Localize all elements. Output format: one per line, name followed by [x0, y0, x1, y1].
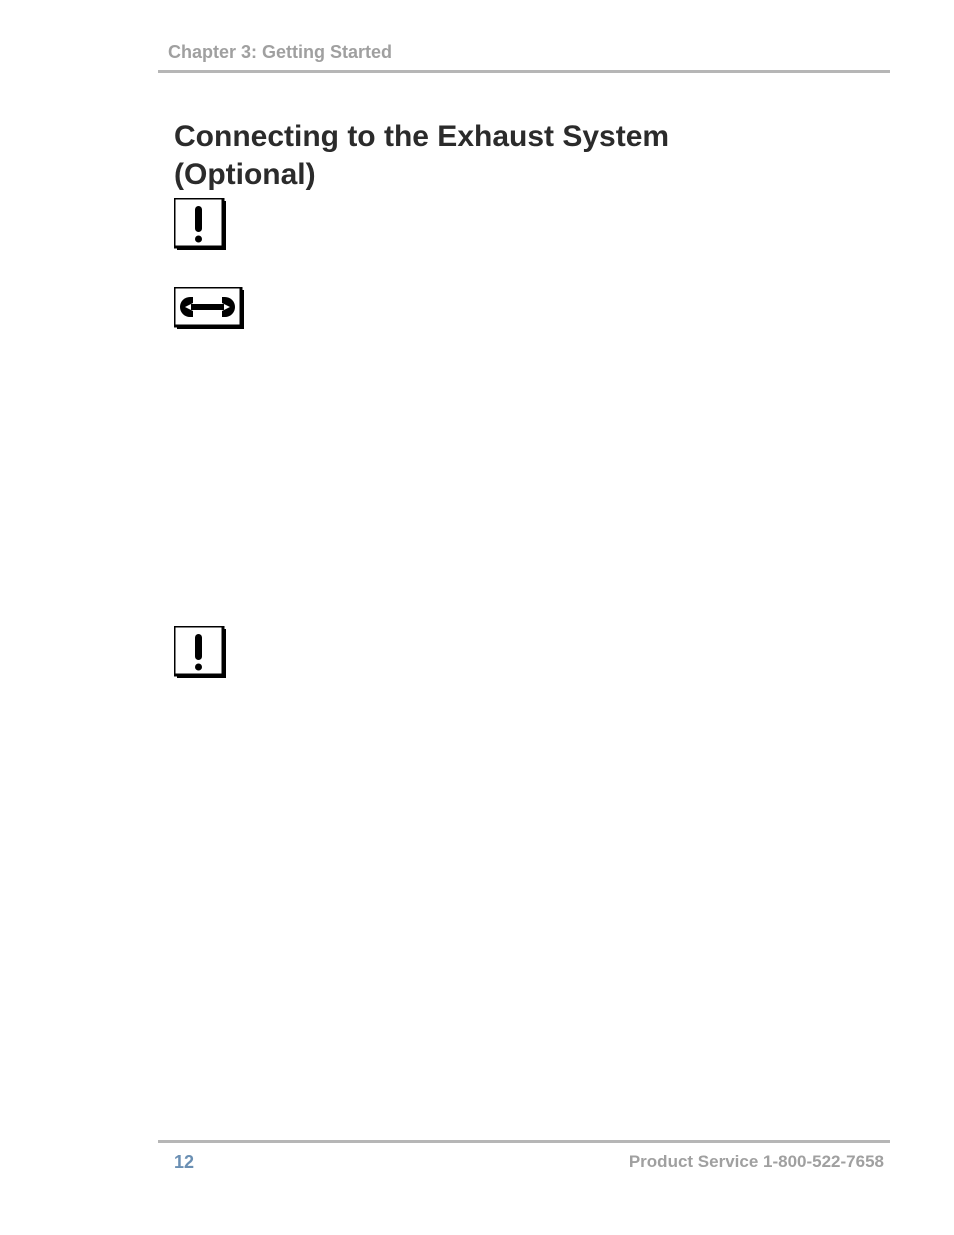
wrench-icon-box [174, 287, 244, 329]
alert-icon [174, 626, 226, 678]
page-number: 12 [174, 1152, 194, 1173]
alert-icon [174, 198, 226, 250]
running-head: Chapter 3: Getting Started [168, 42, 392, 63]
footer-rule [158, 1140, 890, 1143]
alert-icon-box [174, 626, 226, 678]
page: Chapter 3: Getting Started Connecting to… [0, 0, 954, 1235]
wrench-icon [174, 287, 244, 329]
section-title: Connecting to the Exhaust System (Option… [174, 118, 714, 193]
alert-icon-box [174, 198, 226, 250]
header-rule [158, 70, 890, 73]
footer-service-text: Product Service 1-800-522-7658 [629, 1152, 884, 1172]
